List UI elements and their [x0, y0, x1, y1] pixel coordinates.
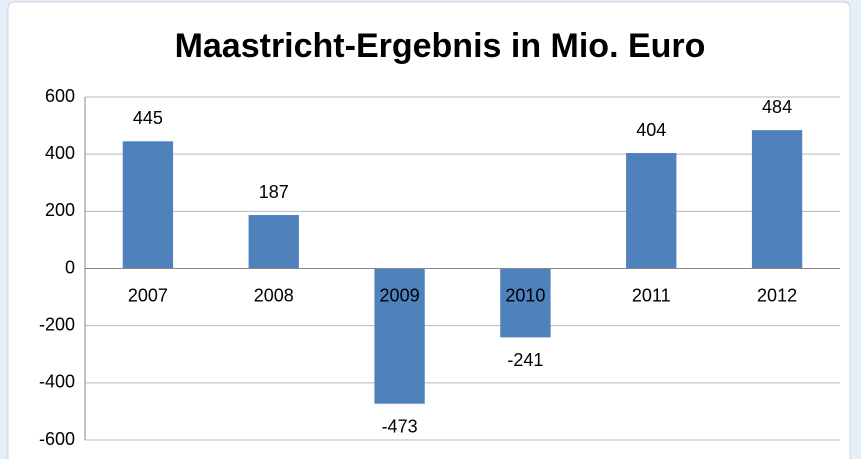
x-tick-label: 2009	[380, 285, 420, 305]
y-tick-label: 400	[45, 143, 75, 163]
x-tick-label: 2008	[254, 285, 294, 305]
data-label: 404	[636, 120, 666, 140]
x-tick-label: 2011	[632, 285, 671, 305]
bar	[500, 268, 551, 338]
bar	[122, 141, 174, 269]
bar	[248, 215, 299, 269]
bar	[374, 268, 425, 404]
y-tick-label: -600	[39, 429, 75, 449]
y-tick-label: -400	[39, 372, 75, 392]
x-tick-label: 2007	[128, 285, 168, 305]
chart-title: Maastricht-Ergebnis in Mio. Euro	[175, 27, 706, 65]
bar	[626, 153, 677, 269]
y-tick-label: 0	[65, 257, 75, 277]
y-tick-label: -200	[39, 314, 75, 334]
x-tick-label: 2012	[757, 285, 797, 305]
y-tick-label: 600	[45, 86, 75, 106]
data-label: 484	[762, 97, 792, 117]
x-tick-label: 2010	[505, 285, 545, 305]
data-label: 445	[133, 108, 163, 128]
bar	[751, 130, 803, 269]
data-label: -241	[507, 350, 543, 370]
y-tick-label: 200	[45, 200, 75, 220]
data-label: -473	[382, 416, 418, 436]
chart-frame	[7, 1, 851, 459]
data-label: 187	[259, 182, 289, 202]
